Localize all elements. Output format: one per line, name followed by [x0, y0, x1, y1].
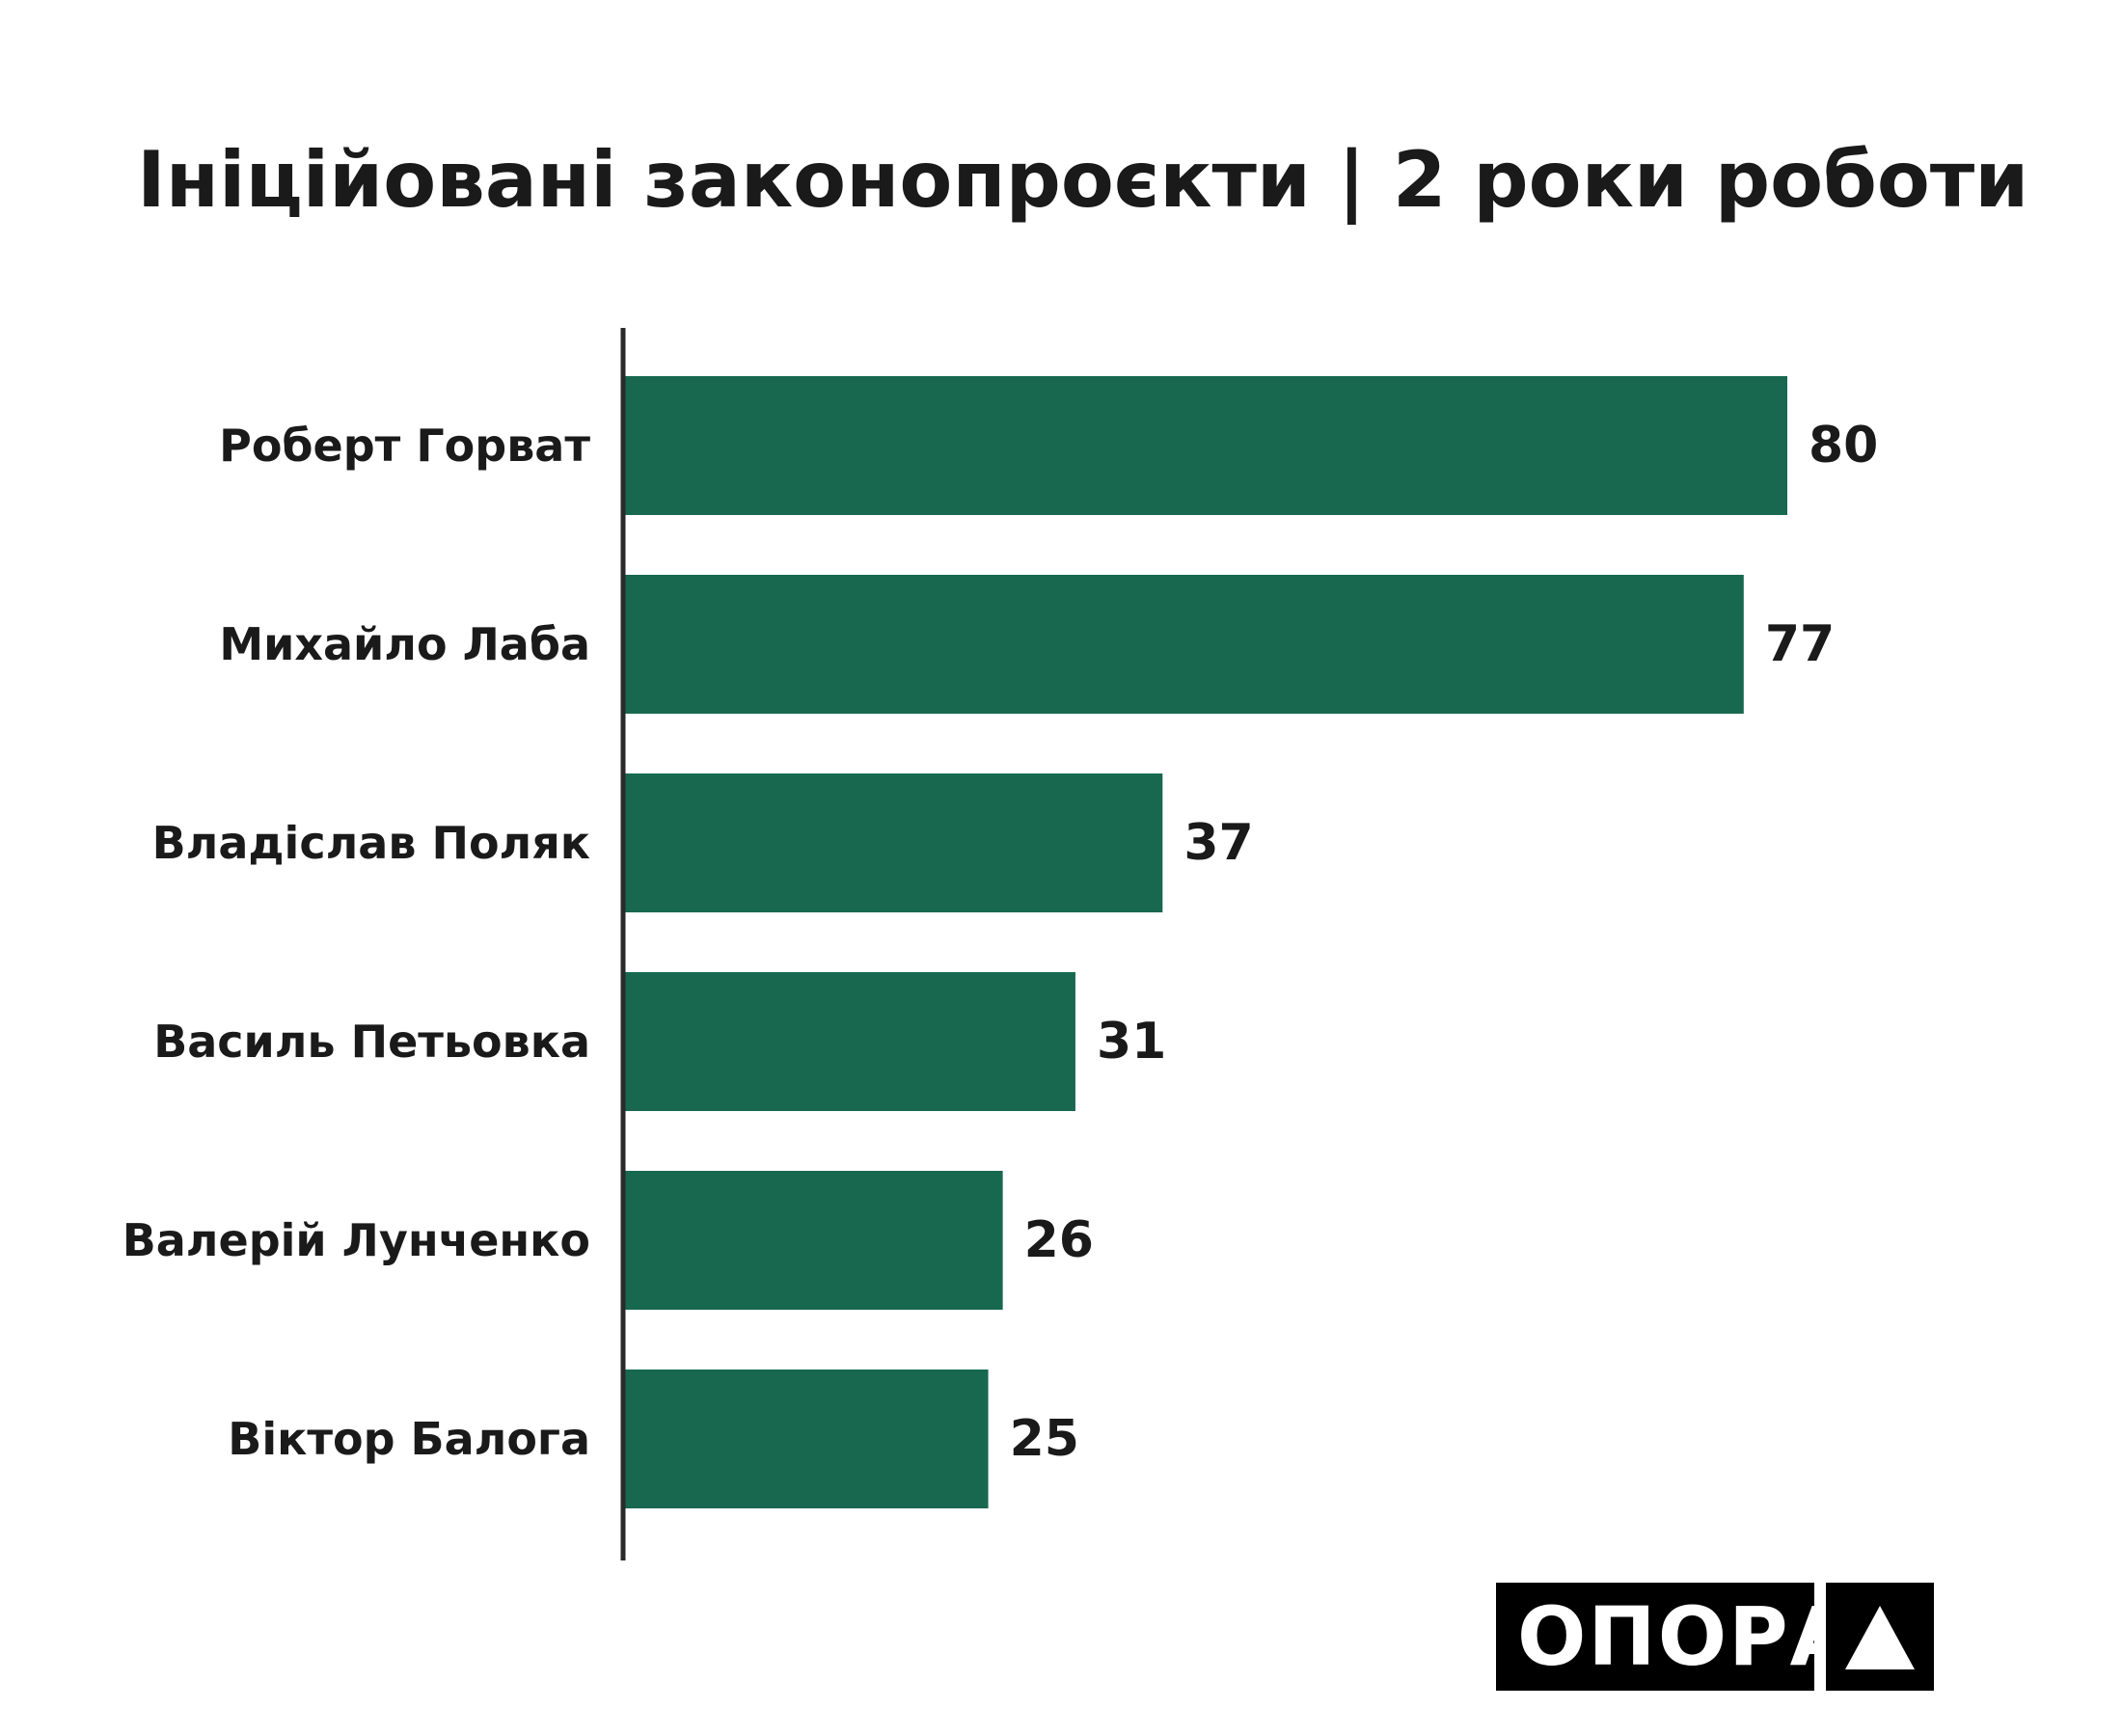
bar-4	[625, 972, 1075, 1111]
bar-3	[625, 773, 1163, 912]
category-label: Михайло Лаба	[219, 618, 590, 670]
chart-title: Ініційовані законопроєкти | 2 роки робот…	[137, 135, 2029, 225]
bar-6	[625, 1370, 989, 1508]
logo-text: ОПОРА	[1496, 1583, 1853, 1691]
category-label: Віктор Балога	[228, 1413, 590, 1465]
value-label: 80	[1809, 417, 1878, 475]
opora-logo: ОПОРА	[1496, 1583, 1934, 1691]
triangle-icon	[1826, 1583, 1934, 1691]
category-label: Роберт Горват	[219, 420, 590, 472]
value-label: 37	[1183, 814, 1253, 872]
bar-5	[625, 1171, 1003, 1310]
value-label: 25	[1010, 1410, 1079, 1468]
category-label: Владіслав Поляк	[152, 817, 590, 869]
category-label: Валерій Лунченко	[122, 1214, 590, 1266]
value-label: 26	[1024, 1211, 1094, 1269]
value-label: 31	[1097, 1013, 1166, 1071]
category-label: Василь Петьовка	[153, 1016, 590, 1068]
bar-2	[625, 575, 1744, 714]
bar-1	[625, 376, 1787, 515]
value-label: 77	[1765, 615, 1835, 673]
bars-group: Роберт Горват 80 Михайло Лаба 77 Владіслав П…	[122, 376, 1878, 1508]
